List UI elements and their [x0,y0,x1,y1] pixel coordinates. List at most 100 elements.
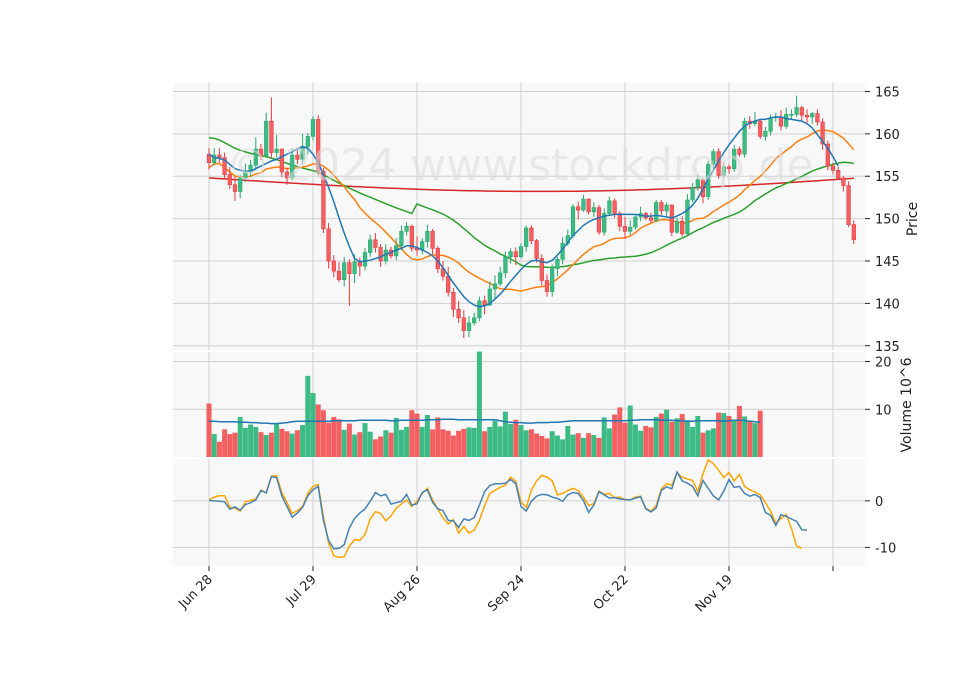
volume-bar [596,437,602,457]
candle-body [373,239,378,248]
candle-body [732,148,737,169]
volume-bar [232,432,238,457]
candle-body [778,116,784,127]
candle-body [222,157,227,175]
volume-bar [404,426,410,457]
candle-body [409,225,414,249]
volume-bar [736,405,742,457]
volume-bar [508,424,514,457]
candle-body [336,270,342,280]
candle-body [789,114,794,116]
volume-bar [695,415,701,457]
volume-bar [586,433,592,457]
volume-bar [211,434,217,457]
price-tick-label: 155 [875,170,900,185]
volume-bar [638,430,644,457]
candle-body [841,177,846,186]
volume-bar [487,426,493,457]
volume-bar [445,430,451,457]
candle-body [524,227,529,247]
volume-bar [570,434,576,457]
volume-bar [575,433,581,457]
candle-body [825,143,830,167]
volume-bar [222,429,228,457]
candle-body [815,113,820,123]
volume-bar [414,413,420,457]
volume-bar [450,435,456,457]
volume-axis-label: Volume 10^6 [899,357,915,452]
volume-bar [710,428,716,457]
volume-bar [747,420,753,457]
volume-bar [362,423,368,457]
candle-body [721,166,726,176]
volume-bar [268,432,274,457]
volume-panel: 10 20 [173,351,892,457]
candle-body [674,220,680,233]
volume-bar [310,393,316,457]
volume-bar [690,426,696,457]
candle-body [664,204,669,212]
candle-body [581,198,586,211]
candle-body [352,261,357,275]
volume-bar [518,425,524,457]
volume-bar [539,436,545,457]
candle-body [274,148,279,153]
candle-body [399,231,404,247]
candle-body [695,179,700,188]
volume-bar [471,427,477,457]
candle-body [622,225,628,232]
volume-bar [653,416,659,457]
volume-bar [617,407,623,457]
volume-bar [346,423,352,457]
candle-body [602,213,607,233]
volume-bar [216,441,222,457]
candle-body [612,200,617,214]
volume-bar [742,416,748,457]
volume-bar [430,429,436,457]
candle-body [258,148,264,157]
volume-bar [284,431,290,457]
candle-body [607,200,612,214]
candle-body [253,148,258,166]
candle-body [685,199,690,235]
volume-bar [388,432,394,457]
volume-bar [258,432,264,457]
volume-bar [497,426,503,457]
candle-body [232,184,238,192]
candle-body [768,117,773,132]
oscillator-tick-label: 0 [875,495,883,510]
candle-body [742,120,747,155]
volume-bar [352,434,358,457]
oscillator-background [173,459,865,566]
price-panel: 135 140 145 150 155 160 165 [173,83,900,355]
volume-bar [237,416,243,457]
candle-body [758,120,763,137]
candle-body [544,280,550,292]
volume-bar [378,436,384,457]
volume-average-line [209,418,761,425]
price-tick-label: 150 [875,213,900,228]
candle-body [342,262,347,280]
volume-bar [648,427,654,457]
candle-body [238,177,243,192]
volume-bar [684,420,690,457]
candle-body [508,251,513,258]
volume-bar [565,425,571,457]
candle-body [305,136,310,147]
volume-bar [248,424,254,457]
candle-body [820,121,825,145]
candle-body [430,231,435,249]
candle-body [596,207,602,233]
candle-body [830,165,836,171]
volume-bar [331,416,337,457]
price-tick-label: 140 [875,297,900,312]
volume-bar [632,424,638,457]
volume-bar [492,420,498,457]
candle-body [461,317,466,331]
volume-bar [534,433,540,457]
volume-bar [320,410,326,457]
volume-bar [466,427,472,457]
volume-bar [435,417,441,457]
volume-bar [300,425,306,457]
volume-bar [253,426,259,457]
